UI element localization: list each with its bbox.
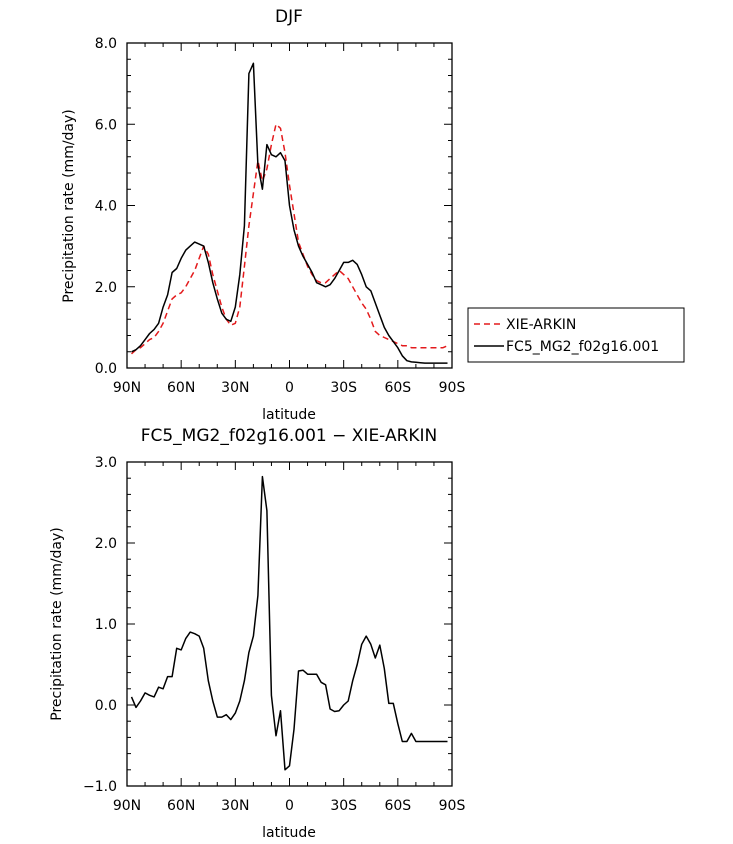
x-tick-label: 90S (439, 798, 466, 814)
y-tick-label: 2.0 (95, 280, 117, 296)
x-tick-label: 60S (384, 380, 411, 396)
y-tick-label: −1.0 (83, 779, 117, 795)
y-tick-label: 0.0 (95, 361, 117, 377)
top-chart-xlabel: latitude (262, 407, 316, 423)
top-chart-title: DJF (275, 7, 303, 27)
bottom-chart-series (130, 475, 448, 771)
panel-bottom: FC5_MG2_f02g16.001 − XIE-ARKIN Precipita… (49, 426, 465, 841)
series-line-0-0 (130, 123, 448, 355)
x-tick-label: 30S (330, 380, 357, 396)
x-tick-label: 30S (330, 798, 357, 814)
x-tick-label: 30N (221, 798, 249, 814)
top-chart-ylabel: Precipitation rate (mm/day) (61, 109, 77, 303)
y-tick-label: 3.0 (95, 455, 117, 471)
x-tick-label: 60N (167, 798, 195, 814)
bottom-chart-ylabel: Precipitation rate (mm/day) (49, 527, 65, 721)
x-tick-label: 0 (285, 380, 294, 396)
series-line-1-0 (130, 475, 448, 771)
x-tick-label: 0 (285, 798, 294, 814)
x-tick-label: 60N (167, 380, 195, 396)
legend-box (467, 307, 685, 363)
y-tick-label: 1.0 (95, 617, 117, 633)
bottom-chart-ticklabels: 90N 60N 30N 0 30S 60S 90S −1.0 0.0 1.0 2.0 3.0 (83, 455, 465, 814)
legend-label-xie-arkin: XIE-ARKIN (506, 317, 576, 333)
top-chart-plot-area (126, 42, 453, 369)
bottom-chart-title: FC5_MG2_f02g16.001 − XIE-ARKIN (141, 426, 438, 446)
x-tick-label: 90N (113, 798, 141, 814)
bottom-chart-plot-area (126, 461, 453, 787)
legend-label-fc5: FC5_MG2_f02g16.001 (506, 339, 659, 355)
top-chart-ticklabels: 90N 60N 30N 0 30S 60S 90S 0.0 2.0 4.0 6.0 8.0 (95, 36, 466, 396)
x-tick-label: 90N (113, 380, 141, 396)
y-tick-label: 4.0 (95, 199, 117, 215)
top-chart-series (130, 62, 448, 364)
bottom-chart-ticks (126, 461, 453, 787)
x-tick-label: 60S (384, 798, 411, 814)
y-tick-label: 8.0 (95, 36, 117, 52)
x-tick-label: 30N (221, 380, 249, 396)
x-tick-label: 90S (439, 380, 466, 396)
panel-top: DJF Precipitation rate (mm/day) latitude… (61, 7, 685, 423)
bottom-chart-xlabel: latitude (262, 825, 316, 841)
series-line-0-1 (131, 62, 448, 364)
y-tick-label: 6.0 (95, 117, 117, 133)
top-chart-legend: XIE-ARKIN FC5_MG2_f02g16.001 (467, 307, 685, 363)
y-tick-label: 0.0 (95, 698, 117, 714)
y-tick-label: 2.0 (95, 536, 117, 552)
